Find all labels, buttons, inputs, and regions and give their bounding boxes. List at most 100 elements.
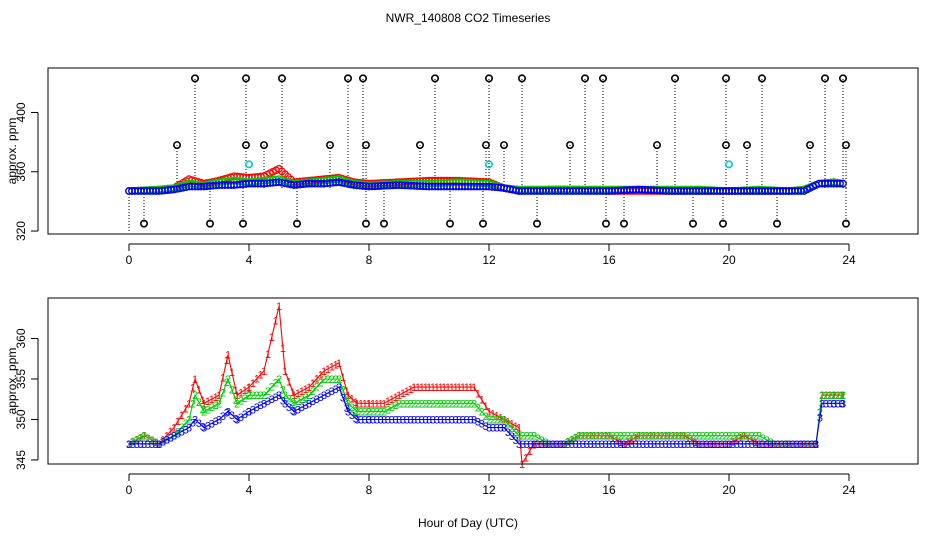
- bottom-series-2-marker: 2: [366, 406, 372, 418]
- bottom-series-1-marker: 1: [378, 398, 384, 410]
- top-flagged-low-point: [718, 219, 727, 228]
- bottom-series-3-marker: 3: [700, 439, 706, 451]
- bottom-series-2-marker: 2: [764, 435, 770, 447]
- bottom-series-1-marker: 1: [531, 439, 537, 451]
- bottom-series-2-marker: 2: [831, 390, 837, 402]
- bottom-series-3-marker: 3: [550, 439, 556, 451]
- bottom-series-3-marker: 3: [685, 439, 691, 451]
- bottom-series-2-marker: 2: [516, 431, 522, 443]
- bottom-series-1-marker: 1: [385, 396, 391, 408]
- bottom-series-1-marker: 1: [138, 432, 144, 444]
- top-flagged-mid-point: [325, 141, 334, 150]
- bottom-series-1-marker: 1: [539, 439, 545, 451]
- bottom-series-1-marker: 1: [456, 382, 462, 394]
- bottom-series-1-marker: 1: [303, 384, 309, 396]
- bottom-series-1-marker: 1: [358, 398, 364, 410]
- top-x-axis: 0 4 8 12 16 20 24: [126, 243, 856, 267]
- bottom-y-axis: 345 350 355 360: [14, 328, 39, 470]
- bottom-series-3-marker: 3: [273, 392, 279, 404]
- bottom-series-2-marker: 2: [678, 431, 684, 443]
- top-flagged-high-point: [670, 74, 679, 83]
- bottom-series-3-line: [129, 386, 843, 445]
- bottom-series-1-marker: 1: [831, 390, 837, 402]
- bottom-series-2-marker: 2: [685, 431, 691, 443]
- bottom-series-2-marker: 2: [505, 419, 511, 431]
- bottom-series-1-marker: 1: [438, 382, 444, 394]
- bottom-series-1-marker: 1: [329, 362, 335, 374]
- bottom-series-3-marker: 3: [610, 439, 616, 451]
- bottom-series-3-marker: 3: [817, 412, 823, 424]
- top-panel: 0 4 8 12 16 20 24 320 360 400 approx. ppm: [5, 67, 919, 267]
- top-flagged-low-point: [361, 219, 370, 228]
- bottom-series-3-marker: 3: [651, 439, 657, 451]
- bottom-series-1-marker: 1: [835, 390, 841, 402]
- bottom-series-2-marker: 2: [205, 404, 211, 416]
- bottom-series-3-marker: 3: [408, 414, 414, 426]
- bottom-series-3-marker: 3: [520, 439, 526, 451]
- bottom-series-3-marker: 3: [809, 439, 815, 451]
- bottom-series-1-marker: 1: [595, 431, 601, 443]
- bottom-series-3-marker: 3: [286, 402, 292, 414]
- bottom-series-3-marker: 3: [291, 406, 297, 418]
- bottom-series-2-marker: 2: [840, 390, 846, 402]
- bottom-series-1-marker: 1: [190, 382, 196, 394]
- bottom-series-2-marker: 2: [280, 385, 286, 397]
- bottom-series-1-marker: 1: [141, 431, 147, 443]
- bottom-series-3-marker: 3: [614, 439, 620, 451]
- bottom-series-2-marker: 2: [366, 406, 372, 418]
- bottom-series-3-marker: 3: [265, 396, 271, 408]
- bottom-series-3-marker: 3: [745, 439, 751, 451]
- bottom-series-1-marker: 1: [823, 390, 829, 402]
- bottom-series-1-marker: 1: [366, 398, 372, 410]
- bottom-series-1-marker: 1: [621, 439, 627, 451]
- bottom-series-1-marker: 1: [576, 431, 582, 443]
- bottom-series-1-marker: 1: [192, 374, 198, 386]
- bottom-series-1-marker: 1: [280, 343, 286, 355]
- bottom-series-1-marker: 1: [171, 423, 177, 435]
- top-x-tick-label: 20: [722, 253, 736, 267]
- bottom-series-3-marker: 3: [798, 439, 804, 451]
- bottom-series-1-marker: 1: [430, 382, 436, 394]
- bottom-series-3-marker: 3: [524, 439, 530, 451]
- bottom-series-3-marker: 3: [666, 439, 672, 451]
- bottom-series-2-marker: 2: [126, 439, 132, 451]
- bottom-series-3-marker: 3: [471, 414, 477, 426]
- bottom-series-2-marker: 2: [614, 431, 620, 443]
- top-flagged-low-point: [239, 219, 248, 228]
- bottom-series-3-marker: 3: [340, 393, 346, 405]
- bottom-series-1-marker: 1: [700, 439, 706, 451]
- top-flagged-mid-point: [361, 141, 370, 150]
- bottom-series-1-marker: 1: [233, 385, 239, 397]
- bottom-series-2-marker: 2: [183, 418, 189, 430]
- bottom-series-1-marker: 1: [606, 431, 612, 443]
- bottom-series-1-marker: 1: [678, 431, 684, 443]
- bottom-series-1-marker: 1: [591, 431, 597, 443]
- bottom-series-3-marker: 3: [621, 439, 627, 451]
- bottom-series-1-marker: 1: [734, 435, 740, 447]
- bottom-series-2-marker: 2: [404, 398, 410, 410]
- bottom-series-1-marker: 1: [200, 395, 206, 407]
- bottom-series-2-marker: 2: [192, 390, 198, 402]
- bottom-series-1-marker: 1: [353, 397, 359, 409]
- top-flagged-high-point: [757, 74, 766, 83]
- bottom-series-3-marker: 3: [715, 439, 721, 451]
- bottom-series-2-marker: 2: [299, 394, 305, 406]
- bottom-series-1-marker: 1: [490, 408, 496, 420]
- bottom-x-tick-label: 4: [246, 483, 253, 497]
- bottom-series-2-marker: 2: [349, 402, 355, 414]
- top-flagged-mid-point: [173, 141, 182, 150]
- bottom-series-2-marker: 2: [393, 400, 399, 412]
- bottom-series-3-marker: 3: [726, 439, 732, 451]
- bottom-series-2-marker: 2: [738, 431, 744, 443]
- bottom-series-2-marker: 2: [554, 439, 560, 451]
- bottom-series-2-marker: 2: [295, 396, 301, 408]
- bottom-series-1-marker: 1: [633, 432, 639, 444]
- bottom-series-1-marker: 1: [220, 373, 226, 385]
- bottom-series-3-marker: 3: [366, 414, 372, 426]
- bottom-series-3-marker: 3: [494, 423, 500, 435]
- bottom-series-3-marker: 3: [306, 398, 312, 410]
- bottom-series-1-marker: 1: [145, 433, 151, 445]
- bottom-series-2-marker: 2: [310, 386, 316, 398]
- top-flagged-mid-point: [805, 141, 814, 150]
- bottom-series-3-marker: 3: [168, 432, 174, 444]
